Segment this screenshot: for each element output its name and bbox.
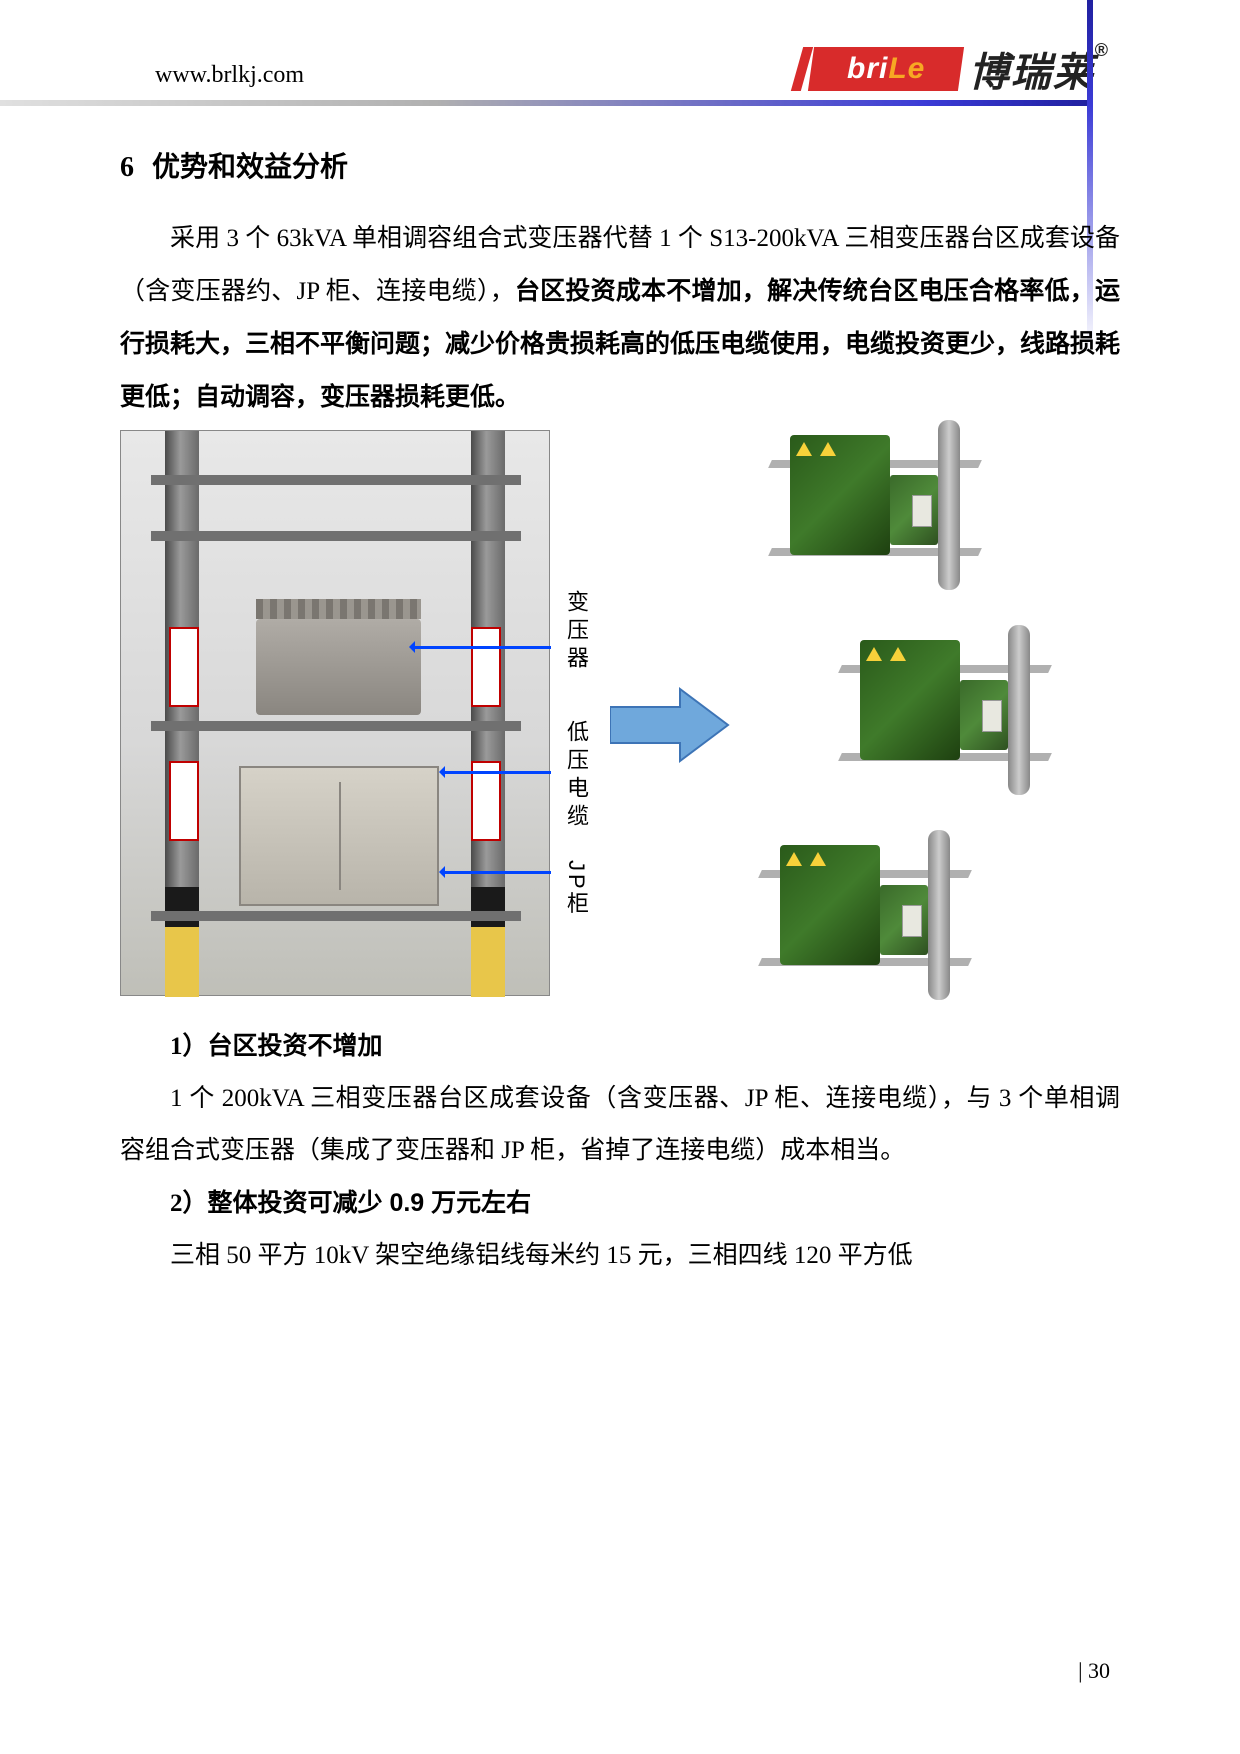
crossbar <box>151 721 521 731</box>
section-heading: 6 优势和效益分析 <box>120 145 1120 185</box>
unit-meter <box>890 475 938 545</box>
crossbar <box>151 911 521 921</box>
page-number: | 30 <box>1078 1658 1110 1684</box>
sub2-num: 2 <box>170 1190 183 1217</box>
sub1-title: ）台区投资不增加 <box>183 1032 383 1060</box>
registered-mark: ® <box>1095 40 1110 60</box>
warning-triangle-icon <box>820 442 836 456</box>
warning-sign <box>169 761 199 841</box>
pole-band-yellow <box>471 927 505 997</box>
sub2-body: 三相 50 平方 10kV 架空绝缘铝线每米约 15 元，三相四线 120 平方… <box>120 1230 1120 1282</box>
site-photo <box>120 430 550 996</box>
header-rule <box>0 100 1088 106</box>
unit-pole <box>938 420 960 590</box>
pole-band-black <box>165 887 199 927</box>
page-header: www.brlkj.com briLe 博瑞莱® <box>0 0 1240 100</box>
warning-sign <box>471 627 501 707</box>
callout-line-jp <box>441 871 551 874</box>
page-content: 6 优势和效益分析 采用 3 个 63kVA 单相调容组合式变压器代替 1 个 S… <box>120 145 1120 1282</box>
intro-paragraph: 采用 3 个 63kVA 单相调容组合式变压器代替 1 个 S13-200kVA… <box>120 213 1120 424</box>
sub2-title: ）整体投资可减少 0.9 万元左右 <box>183 1189 532 1217</box>
unit-meter <box>880 885 928 955</box>
section-title: 优势和效益分析 <box>152 151 348 182</box>
warning-triangle-icon <box>786 852 802 866</box>
single-phase-unit-1 <box>760 420 990 590</box>
pole-band-black <box>471 887 505 927</box>
subheading-2: 2）整体投资可减少 0.9 万元左右 <box>120 1177 1120 1230</box>
photo-transformer <box>256 619 421 715</box>
label-cable: 低压电缆 <box>560 720 592 832</box>
brand-logo: briLe 博瑞莱® <box>811 40 1110 98</box>
sub1-num: 1 <box>170 1033 183 1060</box>
single-phase-unit-3 <box>750 830 980 1000</box>
header-url[interactable]: www.brlkj.com <box>155 62 304 89</box>
photo-jp-cabinet <box>239 766 439 906</box>
warning-triangle-icon <box>810 852 826 866</box>
section-number: 6 <box>120 152 134 183</box>
label-transformer: 变压器 <box>560 590 592 674</box>
callout-line-trafo <box>411 646 551 649</box>
unit-pole <box>928 830 950 1000</box>
crossbar <box>151 475 521 485</box>
warning-triangle-icon <box>866 647 882 661</box>
warning-sign <box>169 627 199 707</box>
subheading-1: 1）台区投资不增加 <box>120 1020 1120 1073</box>
comparison-figure: 变压器 低压电缆 JP柜 <box>120 430 1120 1020</box>
warning-triangle-icon <box>796 442 812 456</box>
crossbar <box>151 531 521 541</box>
unit-meter <box>960 680 1008 750</box>
label-jp: JP柜 <box>560 860 592 917</box>
pole-band-yellow <box>165 927 199 997</box>
logo-latin-accent: Le <box>888 52 925 85</box>
unit-pole <box>1008 625 1030 795</box>
logo-badge: briLe <box>808 47 964 91</box>
callout-line-cable <box>441 771 551 774</box>
single-phase-unit-2 <box>830 625 1060 795</box>
sub1-body: 1 个 200kVA 三相变压器台区成套设备（含变压器、JP 柜、连接电缆），与… <box>120 1073 1120 1177</box>
transition-arrow-icon <box>610 685 730 765</box>
logo-latin: briLe <box>847 52 925 86</box>
warning-triangle-icon <box>890 647 906 661</box>
